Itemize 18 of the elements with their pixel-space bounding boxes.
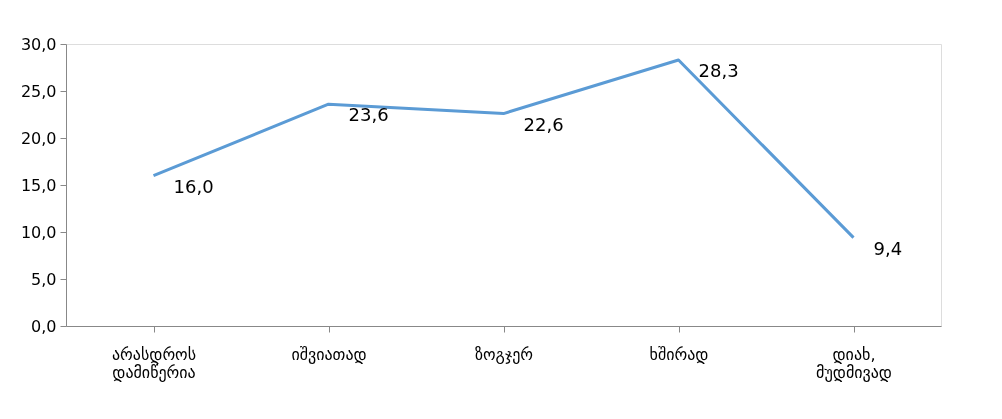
data-label: 23,6	[348, 104, 389, 126]
y-tick-label: 0,0	[31, 316, 57, 336]
y-tick-label: 30,0	[20, 34, 57, 54]
data-label: 16,0	[173, 175, 214, 197]
x-tick-label: ზოგჯერ	[474, 344, 534, 364]
y-tick-label: 20,0	[20, 128, 57, 148]
y-tick-label: 10,0	[20, 222, 57, 242]
x-tick-label: ხშირად	[649, 344, 709, 364]
y-tick-label: 15,0	[20, 175, 57, 195]
x-tick-label: არასდროს დამიწერია	[111, 344, 197, 382]
x-tick-label: იშვიათად	[291, 344, 367, 364]
y-tick-label: 5,0	[31, 269, 57, 289]
x-tick-label: დიახ, მუდმივად	[816, 344, 892, 382]
data-label: 9,4	[873, 237, 903, 259]
data-label: 28,3	[698, 59, 739, 81]
y-tick-label: 25,0	[20, 81, 57, 101]
line-series	[152, 58, 855, 240]
data-label: 22,6	[523, 113, 564, 135]
